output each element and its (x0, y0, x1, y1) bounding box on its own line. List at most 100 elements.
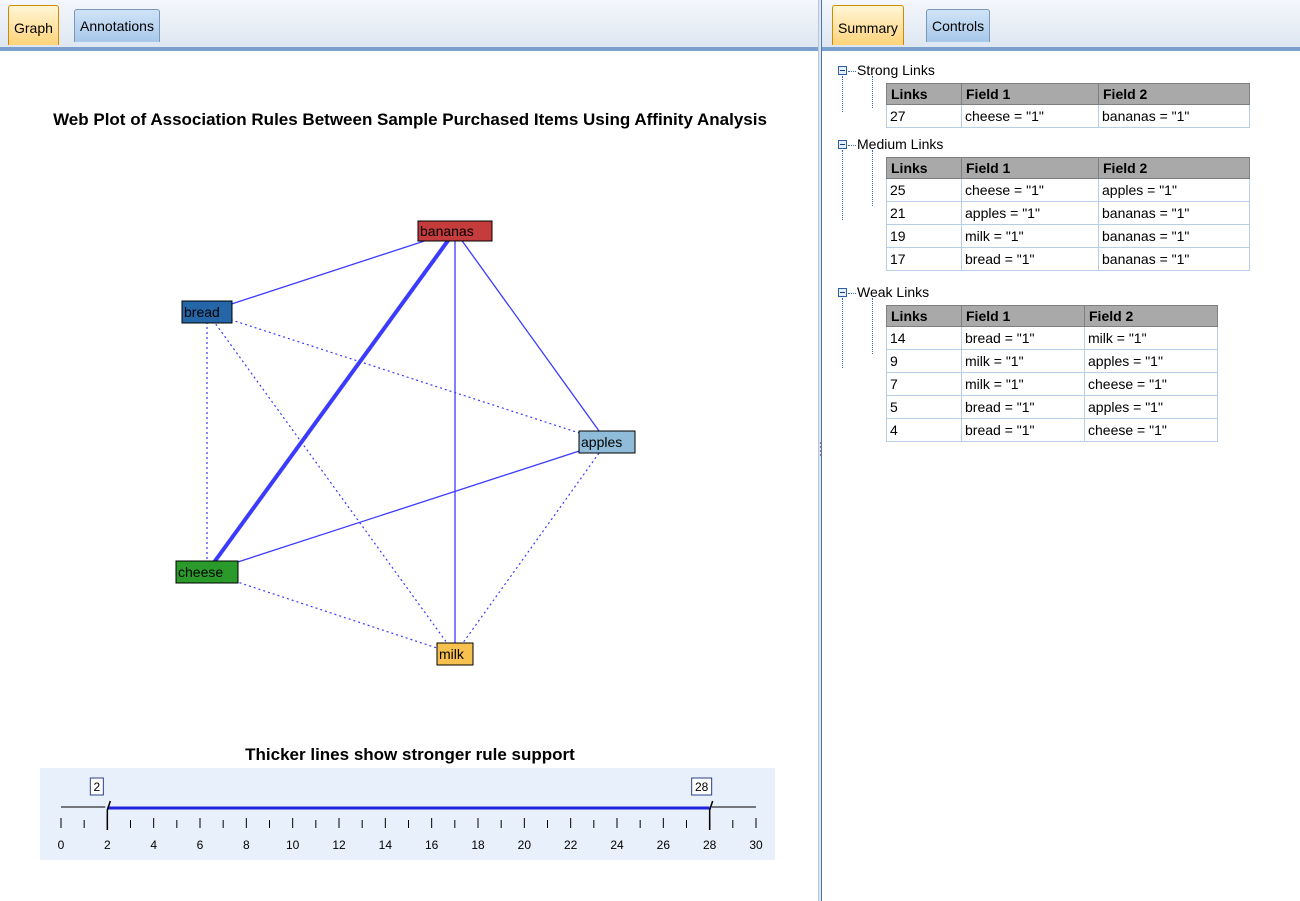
tab-underline (822, 47, 1300, 51)
table-header-row: Links Field 1 Field 2 (886, 305, 1218, 327)
table-cell: 9 (886, 349, 962, 373)
column-header[interactable]: Links (886, 83, 962, 105)
table-row[interactable]: 27 cheese = "1" bananas = "1" (886, 104, 1250, 128)
node-box[interactable] (436, 642, 474, 666)
node-layer: bananas bread apples cheese milk (175, 220, 636, 666)
graph-pane: Graph Annotations Web Plot of Associatio… (0, 0, 818, 860)
slider-value: 28 (695, 780, 709, 794)
table-row[interactable]: 5 bread = "1" apples = "1" (886, 395, 1218, 419)
slider-low-thumb[interactable]: 2 (89, 777, 112, 830)
table-row[interactable]: 7 milk = "1" cheese = "1" (886, 372, 1218, 396)
table-cell: apples = "1" (1098, 178, 1250, 202)
table-cell: 21 (886, 201, 962, 225)
column-header[interactable]: Field 2 (1098, 157, 1250, 179)
table-cell: 25 (886, 178, 962, 202)
table-cell: milk = "1" (1084, 326, 1218, 350)
tree-connector (842, 298, 843, 368)
left-tab-bar: Graph Annotations (0, 0, 818, 48)
table-cell: cheese = "1" (1084, 372, 1218, 396)
column-header[interactable]: Links (886, 305, 962, 327)
link-cheese-apples[interactable] (206, 441, 608, 573)
collapse-icon[interactable] (838, 288, 847, 297)
graph-title: Web Plot of Association Rules Between Sa… (53, 110, 767, 129)
node-milk[interactable]: milk (436, 642, 474, 666)
tick-label: 0 (58, 838, 65, 852)
table-cell: bread = "1" (961, 418, 1085, 442)
link-apples-bananas[interactable] (454, 230, 608, 443)
node-label: milk (439, 646, 465, 662)
collapse-icon[interactable] (838, 140, 847, 149)
table-row[interactable]: 4 bread = "1" cheese = "1" (886, 418, 1218, 442)
splitter-grip-icon[interactable] (820, 442, 822, 458)
tick-label: 4 (150, 838, 157, 852)
node-bananas[interactable]: bananas (417, 220, 493, 242)
table-cell: 17 (886, 247, 962, 271)
node-box[interactable] (175, 560, 239, 584)
slider-high-thumb[interactable]: 28 (691, 777, 714, 830)
table-cell: cheese = "1" (961, 178, 1099, 202)
slider-handle-icon[interactable] (106, 800, 112, 830)
legend-title: Thicker lines show stronger rule support (245, 745, 575, 764)
web-plot: bananas bread apples cheese milk (175, 220, 636, 666)
tree-connector (842, 150, 843, 220)
table-cell: 19 (886, 224, 962, 248)
node-label: bread (184, 304, 220, 320)
tab-annotations[interactable]: Annotations (74, 9, 160, 42)
link-bread-milk[interactable] (206, 311, 456, 655)
table-cell: bread = "1" (961, 326, 1085, 350)
slider-value: 2 (93, 780, 100, 794)
link-milk-apples[interactable] (454, 441, 608, 655)
column-header[interactable]: Field 2 (1084, 305, 1218, 327)
link-layer (205, 229, 608, 655)
links-table: Links Field 1 Field 2 14 bread = "1" milk = "… (886, 305, 1218, 442)
column-header[interactable]: Field 1 (961, 157, 1099, 179)
node-cheese[interactable]: cheese (175, 560, 239, 584)
table-cell: 27 (886, 104, 962, 128)
slider-handle-icon[interactable] (708, 800, 714, 830)
link-milk-cheese[interactable] (206, 571, 456, 655)
node-apples[interactable]: apples (578, 430, 636, 454)
column-header[interactable]: Field 1 (961, 305, 1085, 327)
table-cell: bananas = "1" (1098, 104, 1250, 128)
table-cell: milk = "1" (961, 349, 1085, 373)
tab-underline (0, 47, 818, 51)
node-box[interactable] (181, 300, 233, 324)
link-strength-legend: 0 2 4 6 8 10 12 14 16 18 20 22 24 26 28 30 2 28 (40, 768, 775, 860)
table-row[interactable]: 9 milk = "1" apples = "1" (886, 349, 1218, 373)
table-row[interactable]: 19 milk = "1" bananas = "1" (886, 224, 1250, 248)
table-row[interactable]: 21 apples = "1" bananas = "1" (886, 201, 1250, 225)
column-header[interactable]: Field 1 (961, 83, 1099, 105)
tree-connector (842, 76, 843, 112)
tick-label: 12 (332, 838, 346, 852)
node-label: cheese (178, 564, 223, 580)
collapse-icon[interactable] (838, 66, 847, 75)
column-header[interactable]: Links (886, 157, 962, 179)
tick-label: 18 (471, 838, 485, 852)
table-cell: 5 (886, 395, 962, 419)
table-row[interactable]: 25 cheese = "1" apples = "1" (886, 178, 1250, 202)
node-box[interactable] (578, 430, 636, 454)
table-cell: cheese = "1" (961, 104, 1099, 128)
link-cheese-bananas[interactable] (205, 229, 457, 574)
links-table: Links Field 1 Field 2 27 cheese = "1" bananas… (886, 83, 1250, 128)
tick-label: 8 (243, 838, 250, 852)
tick-label: 14 (379, 838, 393, 852)
table-row[interactable]: 17 bread = "1" bananas = "1" (886, 247, 1250, 271)
node-bread[interactable]: bread (181, 300, 233, 324)
tick-label: 26 (657, 838, 671, 852)
right-tab-bar: Summary Controls (822, 0, 1300, 48)
node-box[interactable] (417, 220, 493, 242)
table-row[interactable]: 14 bread = "1" milk = "1" (886, 326, 1218, 350)
tab-controls[interactable]: Controls (926, 9, 991, 42)
link-bread-bananas[interactable] (206, 230, 456, 313)
tick-label: 22 (564, 838, 578, 852)
table-cell: milk = "1" (961, 372, 1085, 396)
tab-graph[interactable]: Graph (8, 5, 59, 45)
tree-connector (872, 76, 873, 108)
table-cell: bananas = "1" (1098, 224, 1250, 248)
table-cell: apples = "1" (961, 201, 1099, 225)
tree-connector (848, 71, 856, 72)
link-bread-apples[interactable] (206, 311, 608, 443)
tab-summary[interactable]: Summary (832, 5, 904, 45)
column-header[interactable]: Field 2 (1098, 83, 1250, 105)
